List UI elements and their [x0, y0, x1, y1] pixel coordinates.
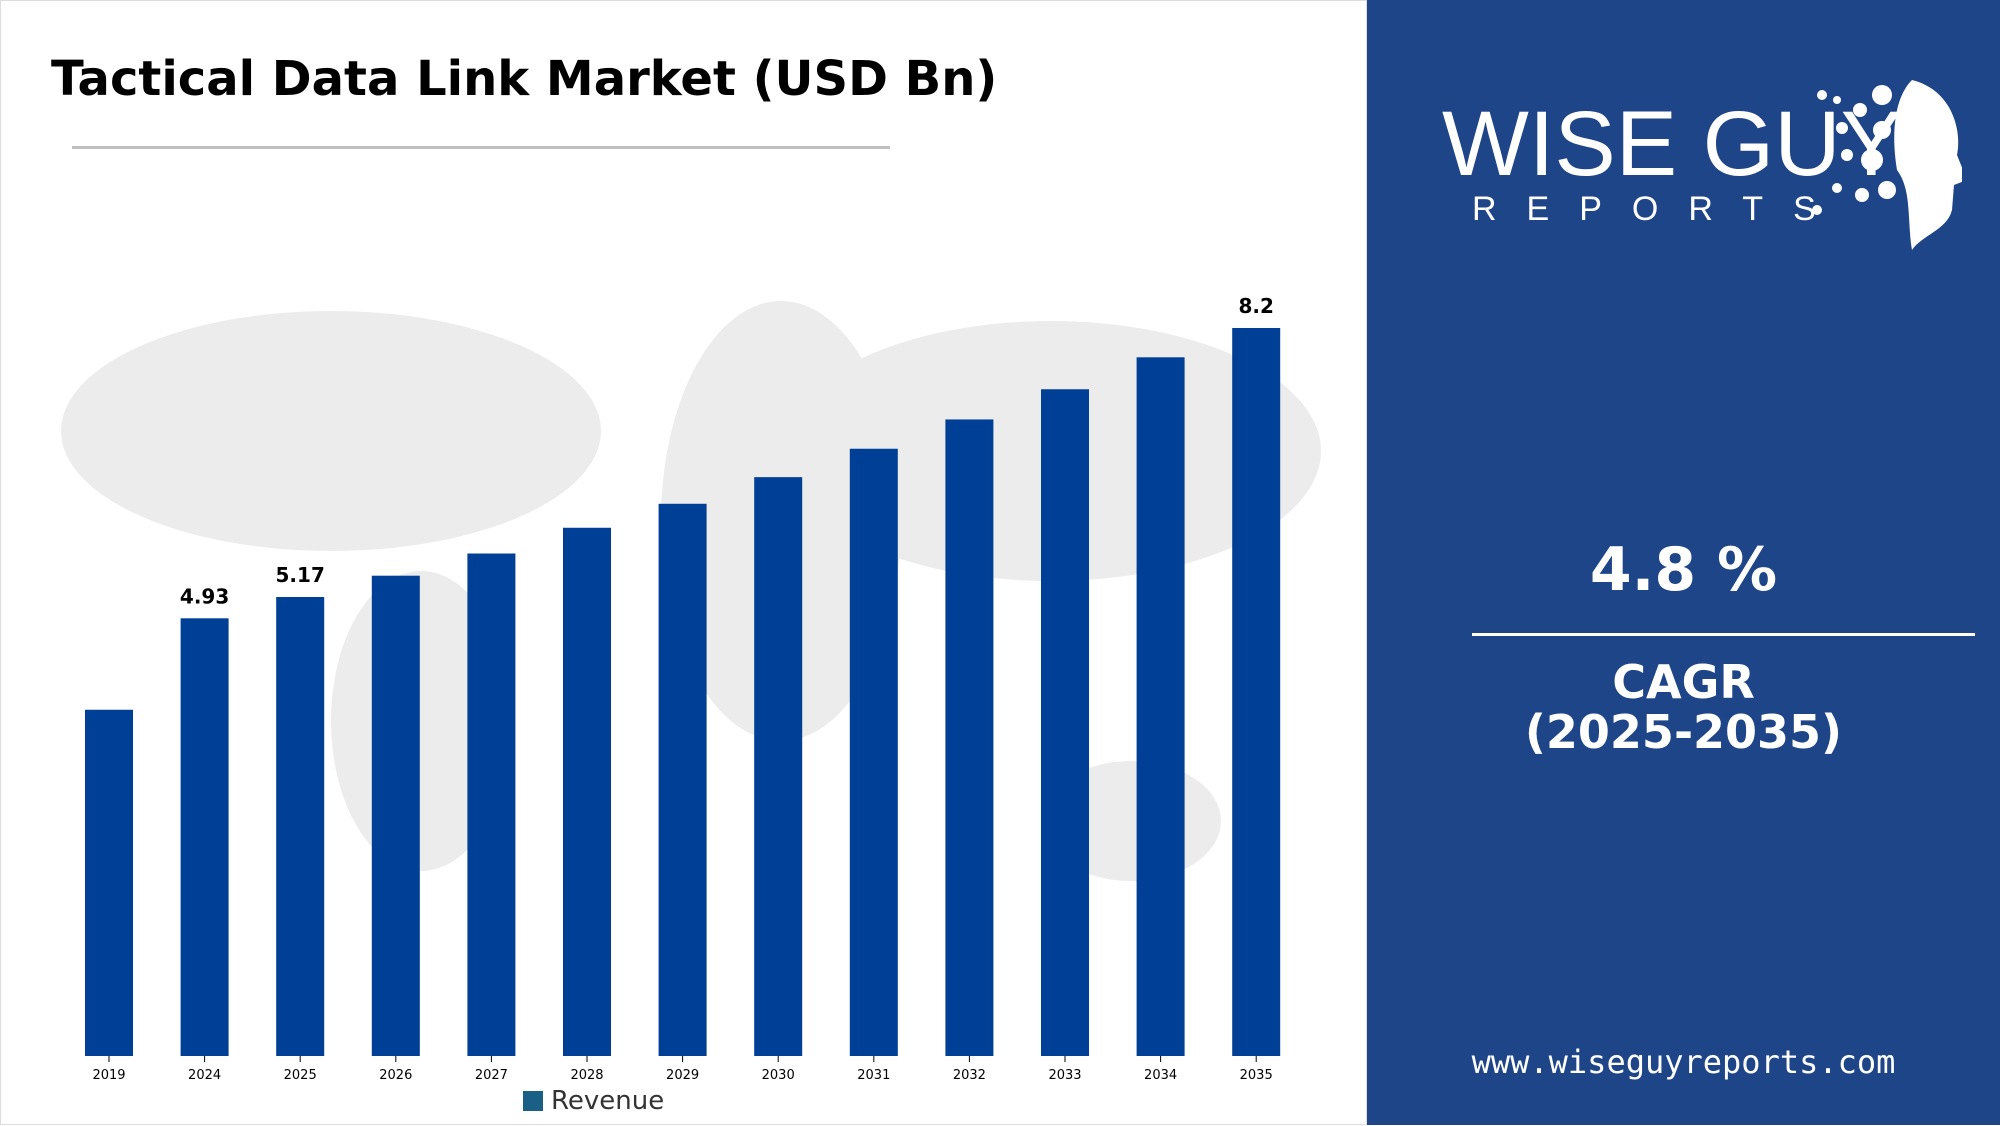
bar-2019 [85, 709, 133, 1056]
bar-2031 [849, 448, 898, 1056]
bar-chart: 2019 2024 4.93 2025 5.17 2026 2027 2028 2029 2030… [61, 294, 1321, 1083]
wise-guy-reports-logo: WISE GUY REPORTS [1442, 80, 1962, 250]
bar-2025 [276, 597, 325, 1056]
x-tick-label: 2034 [1144, 1068, 1177, 1083]
x-tick-label: 2026 [379, 1068, 412, 1083]
x-tick-label: 2032 [953, 1068, 986, 1083]
bar-2028 [563, 527, 611, 1056]
bar-2027 [467, 553, 516, 1056]
x-tick-label: 2025 [284, 1068, 317, 1083]
title-divider [72, 146, 890, 149]
cagr-label: CAGR [1612, 655, 1755, 709]
x-tick-label: 2028 [570, 1068, 603, 1083]
data-label: 8.2 [1238, 294, 1273, 318]
x-tick-label: 2024 [188, 1068, 221, 1083]
x-tick-label: 2030 [762, 1068, 795, 1083]
bar-2035 [1232, 328, 1281, 1056]
legend-swatch [523, 1091, 543, 1111]
bar-2032 [945, 419, 994, 1056]
x-tick-label: 2029 [666, 1068, 699, 1083]
bar-2033 [1041, 389, 1089, 1056]
data-label: 5.17 [276, 563, 325, 587]
x-tick-label: 2035 [1240, 1068, 1273, 1083]
legend: Revenue [523, 1086, 664, 1116]
x-tick-label: 2033 [1048, 1068, 1081, 1083]
x-tick-label: 2031 [857, 1068, 890, 1083]
logo-text-top: WISE GUY [1442, 93, 1902, 195]
bar-2026 [371, 575, 420, 1056]
website-url[interactable]: www.wiseguyreports.com [1471, 1043, 1896, 1081]
bar-2024 [180, 618, 229, 1056]
cagr-value: 4.8 % [1589, 535, 1778, 605]
data-label: 4.93 [180, 584, 229, 608]
bar-2034 [1136, 357, 1185, 1056]
bar-2029 [658, 503, 707, 1056]
legend-label: Revenue [551, 1086, 665, 1116]
chart-panel: 2019 2024 4.93 2025 5.17 2026 2027 2028 2029 2030… [0, 0, 1367, 1125]
cagr-divider [1472, 633, 1975, 636]
x-tick-label: 2027 [475, 1068, 508, 1083]
summary-panel: WISE GUY REPORTS 4.8 % CAGR (2025-2035) … [1367, 0, 2000, 1125]
logo-text-bottom: REPORTS [1472, 190, 1846, 228]
bar-2030 [754, 477, 803, 1056]
x-tick-label: 2019 [92, 1068, 125, 1083]
cagr-period: (2025-2035) [1524, 705, 1843, 759]
page-title: Tactical Data Link Market (USD Bn) [51, 51, 998, 107]
